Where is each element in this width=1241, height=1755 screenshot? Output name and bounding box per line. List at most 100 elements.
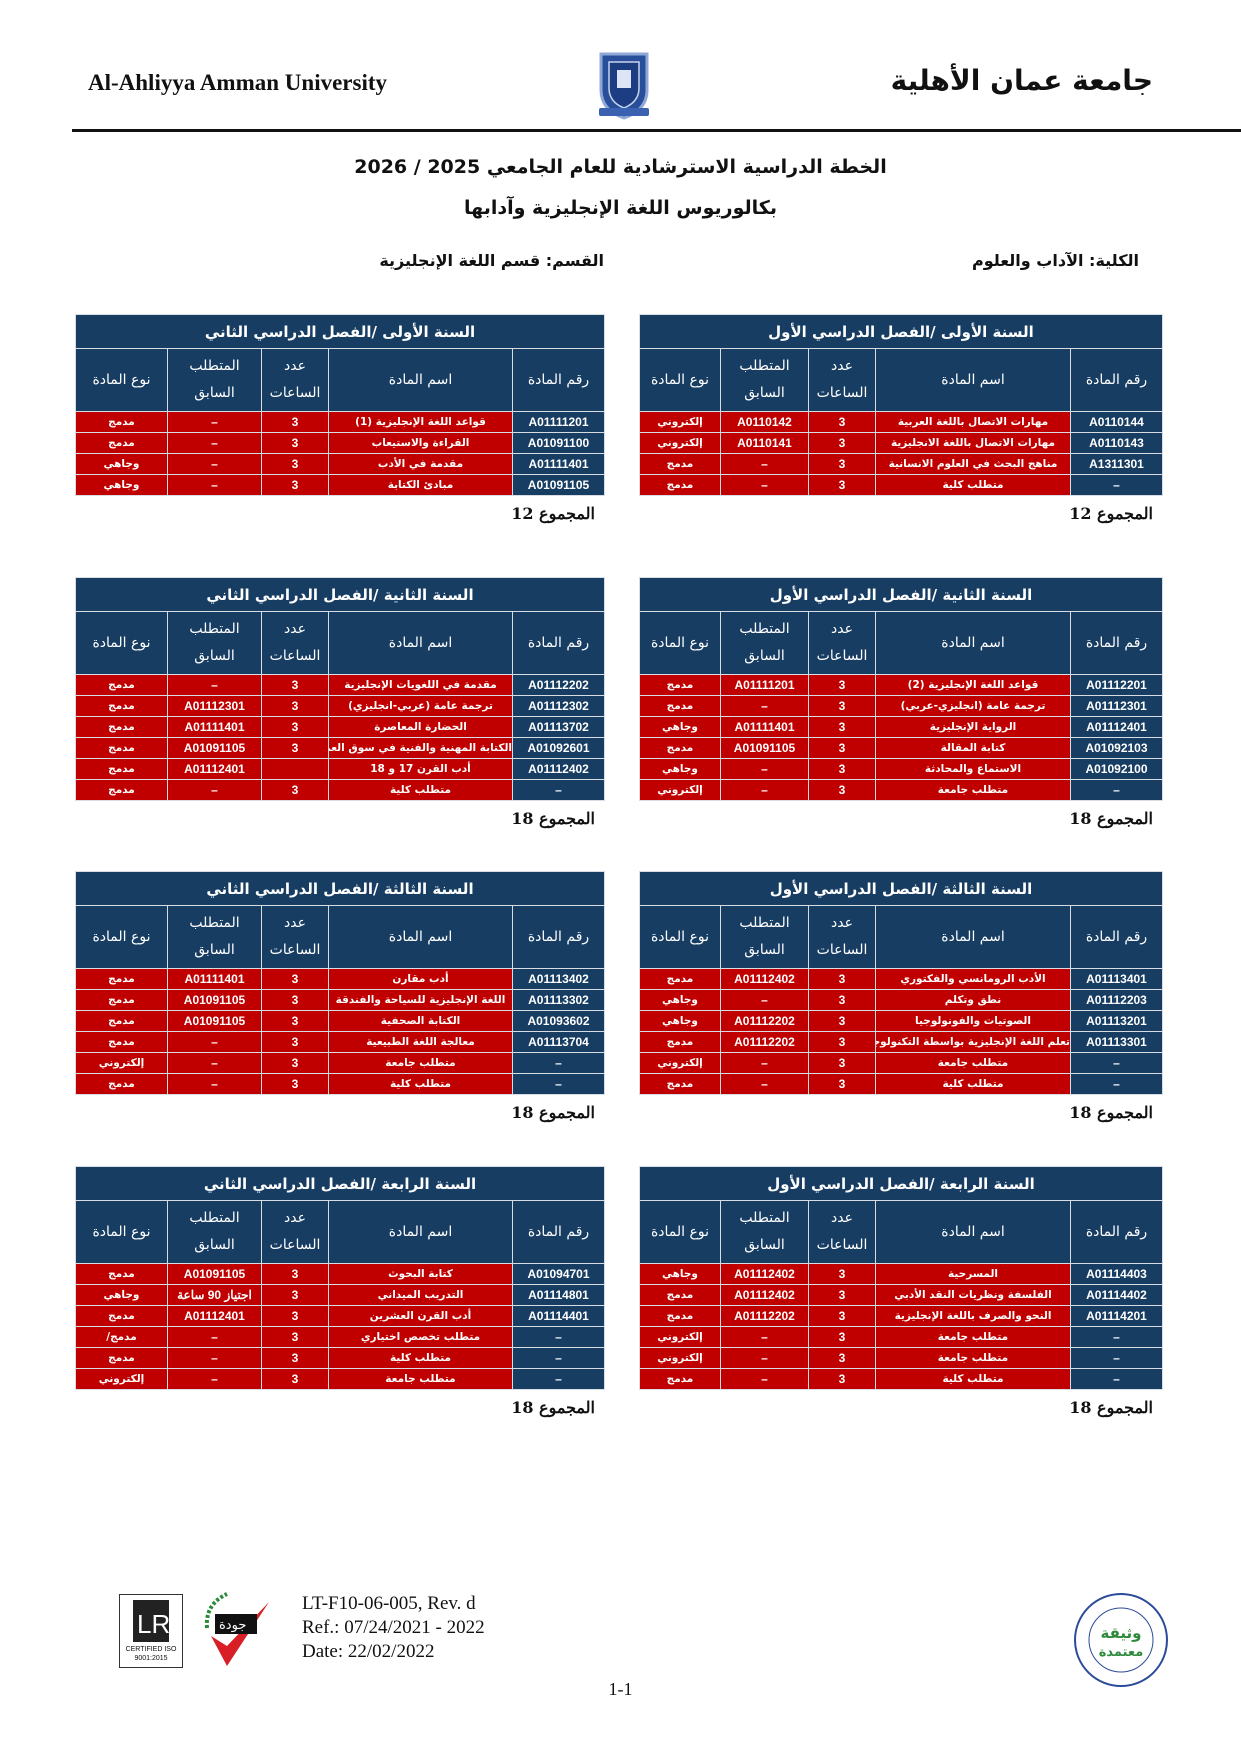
course-hours: 3 [808, 674, 876, 696]
course-name: الصوتيات والفونولوجيا [875, 1010, 1071, 1032]
course-code: – [512, 1368, 605, 1390]
credit-total: المجموع 18 [511, 1398, 595, 1417]
course-name: مناهج البحث في العلوم الانسانية [875, 453, 1071, 475]
course-prereq: – [167, 453, 262, 475]
credit-total: المجموع 12 [1069, 504, 1153, 523]
faculty-label: الكلية: الآداب والعلوم [971, 251, 1139, 270]
course-row: A01092103 كتابة المقالة 3 A01091105 مدمج [638, 737, 1163, 759]
course-code: A0110144 [1070, 411, 1163, 433]
department-label: القسم: قسم اللغة الإنجليزية [379, 251, 604, 270]
column-header-code: رقم المادة [1070, 1200, 1163, 1264]
course-row: A01112302 ترجمة عامة (عربي-انجليزي) 3 A0111… [74, 695, 605, 717]
course-hours: 3 [261, 1010, 329, 1032]
course-row: A01113704 معالجة اللغة الطبيعية 3– مدمج [74, 1031, 605, 1053]
course-name: الرواية الإنجليزية [875, 716, 1071, 738]
course-hours: 3 [261, 968, 329, 990]
course-code: – [1070, 1368, 1163, 1390]
course-type: مدمج [74, 432, 169, 454]
course-name: المسرحية [875, 1263, 1071, 1285]
course-row: A01112402 أدب القرن 17 و 18 A01112401 مدمج [74, 758, 605, 780]
semester-title: السنة الأولى /الفصل الدراسي الأول [638, 314, 1164, 349]
course-code: – [1070, 1052, 1163, 1074]
course-name: متطلب كلية [875, 474, 1071, 496]
course-code: – [512, 1347, 605, 1369]
course-hours: 3 [261, 779, 329, 801]
course-name: النحو والصرف باللغة الإنجليزية [875, 1305, 1071, 1327]
column-header-type: نوع المادة [74, 348, 169, 412]
document-reference: LT-F10-06-005, Rev. d Ref.: 07/24/2021 -… [302, 1592, 485, 1664]
course-row: – متطلب كلية 3– مدمج [638, 1368, 1163, 1390]
quality-assurance-logo: جودة [197, 1588, 275, 1670]
course-prereq: – [167, 411, 262, 433]
course-prereq: A01112301 [167, 695, 262, 717]
course-code: A01092100 [1070, 758, 1163, 780]
course-hours: 3 [261, 474, 329, 496]
column-header-hours: عدد الساعات [261, 1200, 329, 1264]
course-prereq: A01111201 [720, 674, 809, 696]
course-hours: 3 [808, 1326, 876, 1348]
column-header-type: نوع المادة [638, 905, 722, 969]
university-name-en: Al-Ahliyya Amman University [88, 70, 387, 95]
course-hours: 3 [261, 1368, 329, 1390]
plan-table-5: السنة الثالثة /الفصل الدراسي الأول رقم ال… [638, 871, 1164, 1122]
course-row: A1311301 مناهج البحث في العلوم الانسانية 3… [638, 453, 1163, 475]
course-code: – [512, 1073, 605, 1095]
course-row: A01113402 أدب مقارن 3 A01111401 مدمج [74, 968, 605, 990]
course-prereq: A01112202 [720, 1010, 809, 1032]
course-row: – متطلب كلية 3– مدمج [74, 1347, 605, 1369]
course-hours: 3 [808, 968, 876, 990]
course-prereq: A01111401 [167, 968, 262, 990]
course-row: A01092601 الكتابة المهنية والفنية في سوق … [74, 737, 605, 759]
course-hours: 3 [261, 989, 329, 1011]
course-hours: 3 [808, 758, 876, 780]
course-code: – [1070, 1326, 1163, 1348]
course-hours: 3 [808, 1263, 876, 1285]
course-row: – متطلب كلية 3– مدمج [74, 1073, 605, 1095]
course-row: A01111201 قواعد اللغة الإنجليزية (1) 3– مدم… [74, 411, 605, 433]
course-prereq: A01112402 [720, 1284, 809, 1306]
course-hours: 3 [261, 1031, 329, 1053]
lr-certification-text: CERTIFIED ISO 9001:2015 [125, 1646, 177, 1662]
course-row: A01113401 الأدب الرومانسي والفكتوري 3 A0111… [638, 968, 1163, 990]
course-row: A01112202 مقدمة في اللغويات الإنجليزية 3– م… [74, 674, 605, 696]
course-code: A01114201 [1070, 1305, 1163, 1327]
lr-certified-logo: LR CERTIFIED ISO 9001:2015 [119, 1594, 183, 1668]
course-type: مدمج [74, 758, 169, 780]
course-type: مدمج [74, 968, 169, 990]
course-hours: 3 [808, 1073, 876, 1095]
course-type: مدمج [74, 1073, 169, 1095]
course-type: مدمج [74, 1263, 169, 1285]
course-hours: 3 [808, 1031, 876, 1053]
course-type: وجاهي [638, 716, 722, 738]
column-header-code: رقم المادة [1070, 905, 1163, 969]
semester-title: السنة الرابعة /الفصل الدراسي الأول [638, 1166, 1164, 1201]
course-prereq: – [167, 1368, 262, 1390]
course-row: – متطلب تخصص اختياري 3– مدمج/ [74, 1326, 605, 1348]
course-prereq: A01112202 [720, 1305, 809, 1327]
column-header-name: اسم المادة [875, 905, 1071, 969]
column-header-name: اسم المادة [328, 1200, 513, 1264]
course-prereq: A01091105 [167, 1263, 262, 1285]
course-type: مدمج [638, 968, 722, 990]
course-prereq: A01111401 [720, 716, 809, 738]
course-type: مدمج [638, 1305, 722, 1327]
course-name: مقدمة في اللغويات الإنجليزية [328, 674, 513, 696]
course-row: A01113301 تعلم اللغة الإنجليزية بواسطة ال… [638, 1031, 1163, 1053]
course-type: إلكتروني [638, 779, 722, 801]
course-code: A01111201 [512, 411, 605, 433]
course-name: نطق وتكلم [875, 989, 1071, 1011]
course-code: A01113401 [1070, 968, 1163, 990]
course-code: A1311301 [1070, 453, 1163, 475]
course-row: – متطلب جامعة 3– إلكتروني [638, 1347, 1163, 1369]
course-type: مدمج [638, 1031, 722, 1053]
course-code: A01113301 [1070, 1031, 1163, 1053]
course-code: – [1070, 1347, 1163, 1369]
column-header-prereq: المتطلب السابق [167, 348, 262, 412]
course-type: مدمج [638, 737, 722, 759]
course-row: A01094701 كتابة البحوث 3 A01091105 مدمج [74, 1263, 605, 1285]
course-prereq: – [720, 1326, 809, 1348]
approved-document-seal: وثيقة معتمدة [1071, 1590, 1171, 1690]
course-prereq: A01112402 [720, 968, 809, 990]
course-code: A01091105 [512, 474, 605, 496]
column-header-prereq: المتطلب السابق [167, 1200, 262, 1264]
